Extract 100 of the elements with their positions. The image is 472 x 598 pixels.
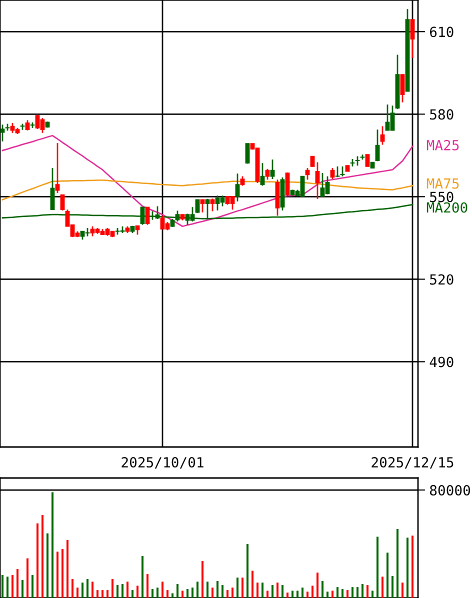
bar bbox=[172, 593, 174, 598]
bar bbox=[32, 575, 34, 598]
bar bbox=[206, 582, 208, 598]
candlestick bbox=[310, 156, 315, 168]
y-tick-label: 80000 bbox=[430, 485, 470, 496]
bar bbox=[56, 552, 58, 598]
candlestick bbox=[240, 176, 245, 186]
bar bbox=[376, 536, 378, 598]
bar bbox=[346, 590, 348, 598]
bar bbox=[122, 584, 124, 598]
bar bbox=[36, 523, 38, 598]
bar bbox=[76, 588, 78, 598]
bar bbox=[402, 582, 404, 598]
series-label: MA25 bbox=[426, 140, 459, 150]
series-label: MA75 bbox=[426, 178, 459, 189]
bar bbox=[146, 574, 148, 598]
candlestick bbox=[195, 199, 200, 214]
bar bbox=[66, 540, 68, 598]
bar bbox=[46, 533, 48, 598]
bar bbox=[86, 578, 88, 598]
bar bbox=[126, 582, 128, 598]
bar bbox=[196, 582, 198, 598]
bar bbox=[192, 588, 194, 598]
bar bbox=[202, 561, 204, 598]
bar bbox=[136, 586, 138, 598]
y-tick-label: 550 bbox=[430, 192, 454, 202]
bar bbox=[142, 556, 144, 598]
candlestick bbox=[400, 74, 405, 104]
bar bbox=[406, 538, 408, 598]
bar bbox=[106, 590, 108, 598]
y-tick-label: 520 bbox=[430, 274, 454, 285]
candlestick bbox=[410, 18, 415, 59]
bar bbox=[152, 588, 154, 598]
candlestick bbox=[340, 166, 345, 178]
bar bbox=[312, 586, 314, 598]
bar bbox=[222, 585, 224, 598]
series-label: MA200 bbox=[426, 202, 468, 213]
bar bbox=[26, 558, 28, 598]
candlestick bbox=[285, 172, 290, 198]
bar bbox=[102, 590, 104, 598]
bar bbox=[256, 582, 258, 598]
bar bbox=[2, 575, 4, 598]
bar bbox=[316, 572, 318, 598]
candlestick bbox=[245, 142, 250, 164]
bar bbox=[212, 588, 214, 598]
bar bbox=[242, 578, 244, 598]
bar bbox=[52, 492, 54, 598]
candlestick bbox=[0, 124, 5, 142]
bar bbox=[272, 585, 274, 598]
bar bbox=[352, 587, 354, 598]
bar bbox=[262, 582, 264, 598]
bar bbox=[42, 514, 44, 598]
bar bbox=[166, 590, 168, 598]
bar bbox=[332, 590, 334, 598]
x-tick-label: 2025/12/15 bbox=[372, 457, 454, 469]
bar bbox=[326, 592, 328, 598]
bar bbox=[226, 590, 228, 598]
x-tick-label: 2025/10/01 bbox=[122, 457, 204, 469]
bar bbox=[6, 576, 8, 598]
bar bbox=[16, 568, 18, 598]
y-tick-label: 580 bbox=[430, 109, 454, 120]
candlestick bbox=[210, 198, 215, 212]
bar bbox=[156, 588, 158, 598]
bar bbox=[112, 578, 114, 598]
bar bbox=[292, 590, 294, 598]
candlestick bbox=[200, 199, 205, 214]
bar bbox=[22, 580, 24, 598]
bar bbox=[82, 582, 84, 598]
bar bbox=[132, 590, 134, 598]
candlestick bbox=[235, 172, 240, 202]
candlestick bbox=[330, 167, 335, 180]
bar bbox=[306, 592, 308, 598]
bar bbox=[96, 590, 98, 598]
y-tick-label: 490 bbox=[430, 356, 454, 368]
candlestick bbox=[145, 206, 150, 226]
bar bbox=[362, 584, 364, 598]
candlestick bbox=[55, 142, 60, 194]
bar bbox=[286, 592, 288, 598]
bar bbox=[396, 529, 398, 598]
bar bbox=[266, 590, 268, 598]
bar bbox=[372, 590, 374, 598]
bar bbox=[342, 588, 344, 598]
bar bbox=[356, 587, 358, 598]
bar bbox=[302, 588, 304, 598]
bar bbox=[216, 580, 218, 598]
y-tick-label: 610 bbox=[430, 26, 454, 38]
bar bbox=[382, 576, 384, 598]
bar bbox=[276, 582, 278, 598]
bar bbox=[246, 544, 248, 598]
bar bbox=[336, 587, 338, 598]
bar bbox=[232, 588, 234, 598]
candlestick bbox=[25, 120, 30, 132]
candlestick bbox=[50, 167, 55, 210]
bar bbox=[12, 575, 14, 598]
bar bbox=[92, 582, 94, 598]
bar bbox=[282, 585, 284, 598]
candlestick bbox=[315, 162, 320, 200]
bar bbox=[412, 536, 414, 598]
bar bbox=[296, 590, 298, 598]
bar bbox=[182, 590, 184, 598]
